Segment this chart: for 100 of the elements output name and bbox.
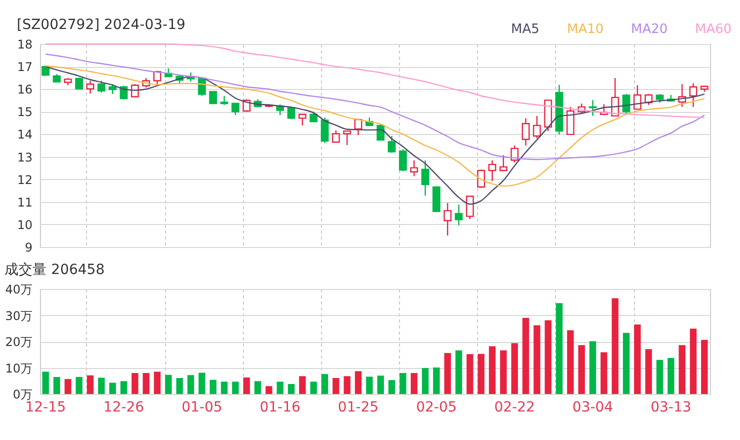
line-series: [44, 54, 706, 160]
y-tick-label: 10: [17, 218, 32, 232]
candlestick: [220, 95, 228, 106]
bar: [612, 298, 618, 394]
candlestick: [388, 135, 396, 154]
text: MA5: [511, 22, 540, 37]
x-tick-label: 01-16: [260, 400, 301, 416]
candlestick: [410, 160, 418, 177]
text: MA20: [631, 22, 668, 37]
candlestick: [689, 82, 698, 108]
candlestick: [86, 80, 94, 94]
bar: [254, 381, 262, 394]
x-tick-label: 01-05: [182, 400, 222, 416]
bar: [120, 381, 128, 394]
x-tick-label: 12-26: [103, 400, 144, 416]
bar: [53, 376, 60, 394]
line-series: [44, 43, 706, 118]
candlestick: [510, 144, 519, 164]
bar: [534, 325, 540, 394]
bar: [444, 353, 451, 394]
bar: [500, 350, 507, 394]
bar: [511, 343, 518, 394]
bar: [366, 376, 373, 394]
bar: [132, 373, 138, 394]
bar: [377, 376, 384, 394]
bar: [544, 320, 552, 394]
candlestick: [488, 160, 496, 182]
y-tick-label: 14: [17, 128, 32, 142]
bar: [410, 373, 418, 394]
candlestick: [75, 77, 84, 90]
chart-title: [SZ002792] 2024-03-19: [16, 17, 186, 33]
bar: [42, 372, 49, 394]
x-tick-label: 02-22: [494, 400, 535, 416]
bar: [266, 386, 272, 394]
y-tick-label: 0万: [12, 388, 32, 402]
bar: [634, 324, 641, 394]
candlestick: [454, 204, 463, 226]
y-tick-label: 18: [17, 38, 32, 52]
bar: [433, 367, 440, 394]
y-tick-label: 16: [17, 82, 32, 97]
candlestick: [310, 111, 318, 122]
bar: [522, 318, 530, 394]
bar: [288, 384, 295, 394]
candlestick: [444, 202, 452, 236]
bar: [76, 376, 82, 394]
bar: [354, 371, 362, 394]
bar: [165, 374, 172, 394]
candlestick: [231, 102, 240, 116]
candlestick: [343, 130, 352, 146]
bar: [154, 372, 161, 394]
bar: [556, 303, 563, 394]
bar: [400, 373, 406, 394]
candlestick: [108, 84, 117, 95]
bar: [299, 376, 306, 394]
y-tick-label: 17: [17, 60, 32, 74]
bar: [98, 378, 105, 394]
bar: [478, 354, 484, 394]
bar: [198, 372, 206, 394]
bar: [488, 346, 496, 394]
candlestick: [421, 160, 430, 196]
bar: [701, 340, 708, 394]
x-tick-label: 03-04: [572, 400, 614, 416]
bar: [142, 373, 150, 394]
x-tick-label: 02-05: [416, 400, 457, 416]
candlestick: [522, 118, 530, 146]
x-tick-label: 01-25: [338, 400, 379, 416]
bar: [645, 349, 652, 394]
candlestick: [566, 106, 574, 136]
candlestick: [466, 196, 474, 220]
candlestick: [332, 130, 340, 143]
candlestick: [477, 169, 486, 189]
bar: [220, 382, 228, 394]
candlestick: [287, 106, 296, 120]
candlestick: [398, 148, 407, 172]
bar: [232, 382, 239, 394]
bar: [109, 382, 116, 394]
text: MA10: [567, 22, 604, 37]
y-tick-label: 20万: [5, 335, 32, 349]
bar: [600, 352, 608, 394]
bar: [466, 354, 474, 394]
y-tick-label: 9: [24, 240, 32, 254]
x-tick-label: 03-13: [650, 400, 692, 416]
candlestick: [130, 84, 139, 98]
candlestick: [97, 80, 106, 94]
candlestick: [320, 116, 329, 144]
y-tick-label: 40万: [5, 282, 32, 296]
y-tick-label: 15: [17, 105, 32, 120]
bar: [210, 380, 216, 394]
bar: [622, 332, 630, 394]
y-tick-label: 10万: [5, 361, 32, 376]
y-tick-label: 30万: [5, 308, 32, 323]
candlestick: [298, 114, 306, 126]
bar: [332, 378, 340, 394]
bar: [276, 382, 284, 394]
bar: [690, 328, 697, 394]
bar: [668, 358, 674, 394]
bar: [187, 375, 194, 394]
x-tick-label: 12-15: [25, 400, 66, 416]
bar: [243, 377, 250, 394]
bar: [422, 368, 429, 394]
